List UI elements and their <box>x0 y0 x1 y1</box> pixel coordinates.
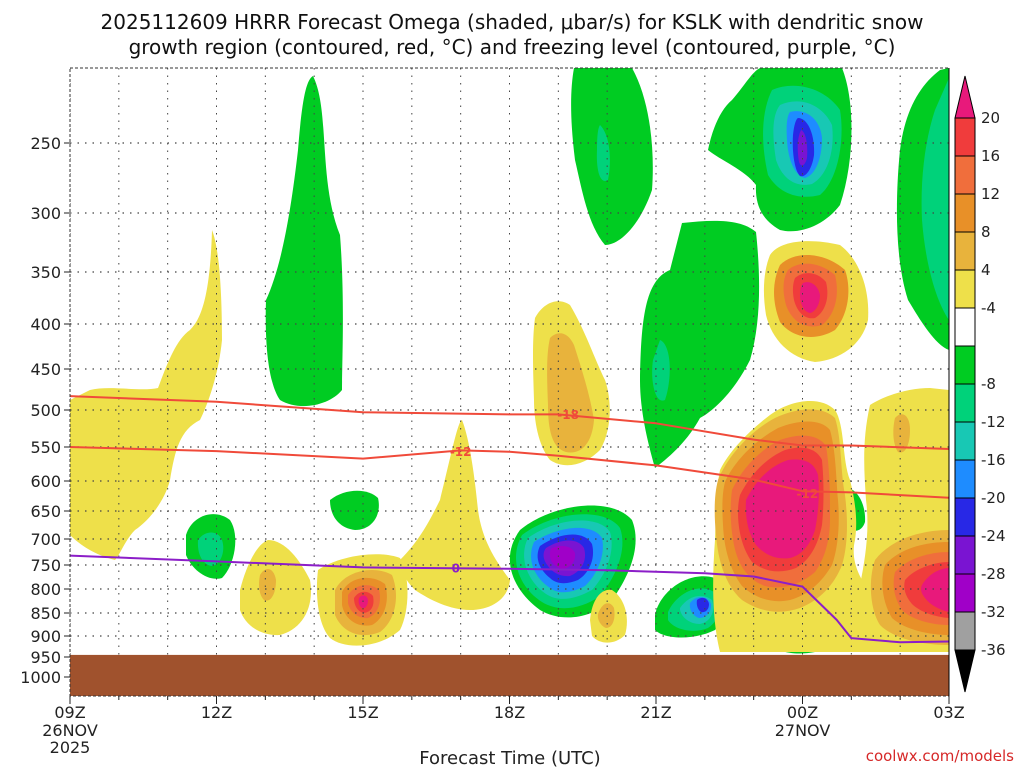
omega-fill-orange-1830z <box>547 333 594 453</box>
colorbar-label-2: 12 <box>981 185 1000 203</box>
x-tick-label-03Z: 03Z <box>933 703 964 722</box>
colorbar-bin-10 <box>954 459 976 499</box>
x-tick-label-18Z: 18Z <box>494 703 525 722</box>
contour-label-2: -12 <box>797 487 819 501</box>
omega-fill-yellow-08z-top <box>185 339 215 390</box>
chart-title-line1: 2025112609 HRRR Forecast Omega (shaded, … <box>101 10 924 34</box>
omega-fill-orange-0230z-upper <box>893 414 910 453</box>
colorbar-label-5: -4 <box>981 299 996 317</box>
colorbar-bin-3 <box>954 193 976 233</box>
omega-fill-green-col-21z <box>640 220 760 468</box>
contour-dgz-minus12 <box>70 446 949 499</box>
y-tick-label-950: 950 <box>30 648 61 667</box>
omega-fill-green-col-20z <box>571 68 653 245</box>
colorbar-label-4: 4 <box>981 261 991 279</box>
x-tick-year-09Z: 2025 <box>50 738 91 757</box>
y-tick-label-1000: 1000 <box>20 668 61 687</box>
omega-fill-magenta-far-right <box>921 568 949 612</box>
contour-label-3: 0 <box>452 561 460 575</box>
colorbar-bin-9 <box>954 421 976 461</box>
contour-freezing-level <box>70 554 949 644</box>
y-tick-label-550: 550 <box>30 438 61 457</box>
omega-fill-blue-22z <box>696 597 709 613</box>
x-tick-label-15Z: 15Z <box>347 703 378 722</box>
colorbar-label-3: 8 <box>981 223 991 241</box>
x-tick-date-00Z: 27NOV <box>775 721 831 740</box>
omega-fill-violet-low-19z <box>550 545 576 569</box>
x-tick-label-09Z: 09Z <box>54 703 85 722</box>
colorbar-bin-5 <box>954 269 976 309</box>
y-tick-label-750: 750 <box>30 556 61 575</box>
colorbar-bin-bottom <box>954 649 976 693</box>
colorbar-label-13: -36 <box>981 641 1006 659</box>
omega-shading-rising-22z <box>655 576 728 638</box>
colorbar-bin-2 <box>954 155 976 195</box>
omega-fill-magenta-low-right <box>745 459 819 559</box>
colorbar-label-0: 20 <box>981 109 1000 127</box>
y-tick-label-250: 250 <box>30 134 61 153</box>
colorbar-label-1: 16 <box>981 147 1000 165</box>
y-tick-label-700: 700 <box>30 530 61 549</box>
y-tick-label-900: 900 <box>30 627 61 646</box>
y-tick-label-600: 600 <box>30 472 61 491</box>
chart-title-line2: growth region (contoured, red, °C) and f… <box>129 35 896 59</box>
colorbar-bin-12 <box>954 535 976 575</box>
contour-lines: -18 -12 -12 0 <box>70 395 949 644</box>
colorbar-label-9: -20 <box>981 489 1006 507</box>
omega-fill-orange-1330z <box>259 568 276 601</box>
colorbar-bin-8 <box>954 383 976 423</box>
omega-fill-green-col-14z <box>265 76 343 407</box>
omega-shading-rising-low-19z <box>509 505 636 618</box>
y-tick-label-800: 800 <box>30 580 61 599</box>
contour-dgz-minus18 <box>70 395 949 450</box>
colorbar-label-6: -8 <box>981 375 996 393</box>
colorbar-label-8: -16 <box>981 451 1006 469</box>
x-axis-label: Forecast Time (UTC) <box>419 748 600 768</box>
credit-text: coolwx.com/models <box>866 747 1014 765</box>
colorbar-bin-13 <box>954 573 976 613</box>
surface-ground-fill <box>70 654 949 696</box>
omega-fill-yellow-left <box>70 230 222 560</box>
y-tick-label-850: 850 <box>30 604 61 623</box>
omega-fill-magenta-upper-00z <box>800 282 820 313</box>
omega-fill-green-small-750 <box>330 490 379 530</box>
contour-label-1: -12 <box>450 445 472 459</box>
y-tick-label-450: 450 <box>30 360 61 379</box>
x-tick-label-00Z: 00Z <box>787 703 818 722</box>
colorbar-bin-4 <box>954 231 976 271</box>
x-tick-label-21Z: 21Z <box>640 703 671 722</box>
colorbar-bin-11 <box>954 497 976 537</box>
colorbar: 20 16 12 8 4 -4 -8 -12 -16 -20 -24 -28 -32 -36 <box>954 75 1006 693</box>
colorbar-label-10: -24 <box>981 527 1006 545</box>
colorbar-bin-6 <box>954 307 976 347</box>
colorbar-label-11: -28 <box>981 565 1006 583</box>
contour-label-0: -18 <box>557 408 579 422</box>
omega-fill-yellow-16z-up <box>400 420 510 610</box>
y-tick-label-350: 350 <box>30 263 61 282</box>
plot-area: -18 -12 -12 0 <box>70 68 949 696</box>
colorbar-bin-14 <box>954 611 976 651</box>
omega-fill-purple-upper-00z <box>797 130 808 166</box>
omega-shading-rising-upper-inner <box>186 78 949 579</box>
omega-shading-sinking-strong <box>335 254 949 645</box>
colorbar-label-12: -32 <box>981 603 1006 621</box>
y-tick-label-500: 500 <box>30 401 61 420</box>
colorbar-label-7: -12 <box>981 413 1006 431</box>
y-tick-label-300: 300 <box>30 204 61 223</box>
y-axis-ticks: 250 300 350 400 450 500 550 600 650 700 750 800 850 9… <box>20 134 70 687</box>
omega-fill-yellow-1330z <box>240 540 311 636</box>
omega-fill-teal-right-edge <box>921 78 949 320</box>
x-tick-date-09Z: 26NOV <box>42 721 98 740</box>
omega-fill-teal-20z <box>596 125 610 181</box>
x-tick-label-12Z: 12Z <box>201 703 232 722</box>
omega-fill-teal-21z <box>652 340 670 401</box>
omega-fill-orange-20z-low <box>597 603 615 628</box>
colorbar-bin-1 <box>954 117 976 157</box>
y-tick-label-650: 650 <box>30 502 61 521</box>
colorbar-bin-top <box>954 75 976 119</box>
colorbar-bin-7 <box>954 345 976 385</box>
y-tick-label-400: 400 <box>30 315 61 334</box>
